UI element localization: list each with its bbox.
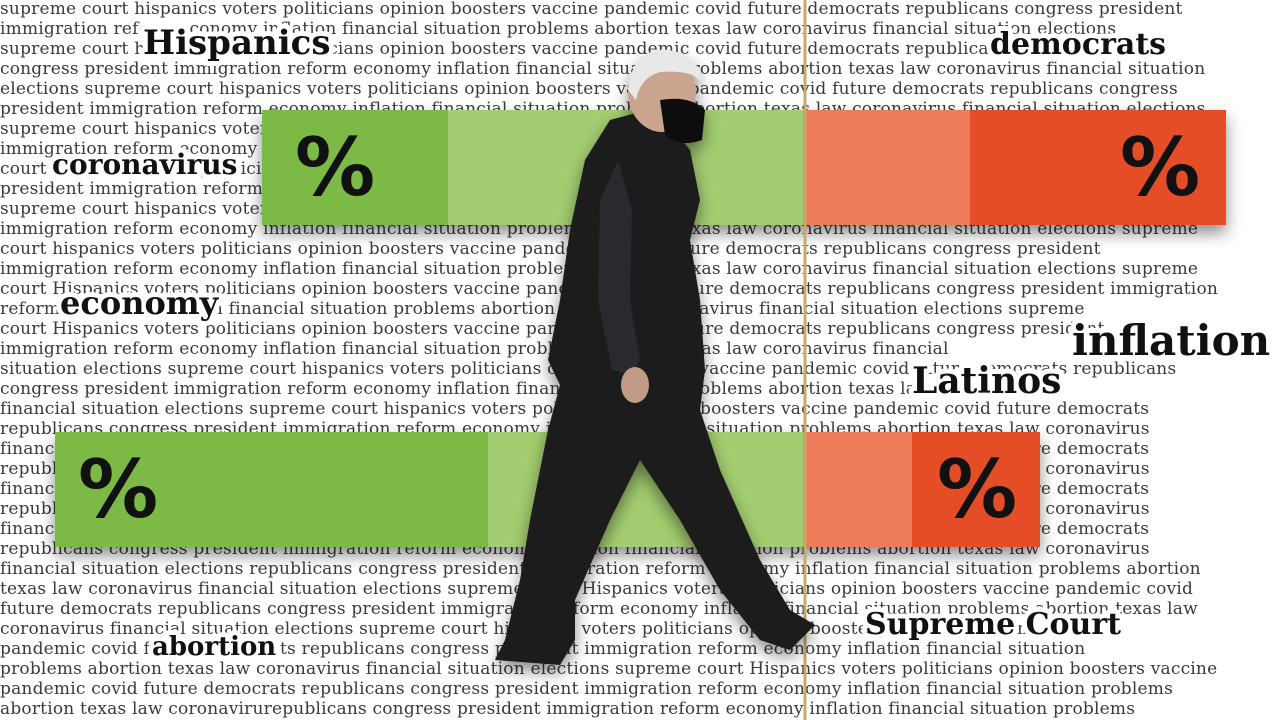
bar-top [262, 110, 1226, 225]
keyword: economy [60, 284, 220, 322]
percent-label: % [937, 443, 1017, 536]
background-line: texas law coronavirus financial situatio… [0, 579, 1193, 599]
segment [262, 110, 448, 225]
background-line: future democrats republicans congress pr… [0, 599, 1198, 619]
keyword: Latinos [912, 360, 1061, 402]
background-line: abortion texas law coronavirurepublicans… [0, 699, 1135, 719]
keyword: coronavirus [52, 148, 237, 181]
background-line: supreme court hispanics voters politicia… [0, 39, 1009, 59]
background-line: immigration reform economy inflation fin… [0, 19, 1116, 39]
keyword: abortion [152, 632, 276, 662]
keywords: Hispanics democrats coronavirus economy infl… [47, 18, 1275, 667]
background-line: elections supreme court hispanics voters… [0, 79, 1178, 99]
background-line: court Hispanics voters politicians opini… [0, 319, 1105, 339]
background-line: supreme court hispanics voters politicia… [0, 0, 1183, 19]
segment [912, 432, 1040, 547]
segment [803, 432, 912, 547]
background-line: court hispanics voters politicians opini… [0, 239, 1101, 259]
keyword: inflation [1072, 316, 1270, 365]
background-line: congress president immigration reform ec… [0, 59, 1205, 79]
background-line: immigration reform economy inflation fin… [0, 339, 949, 359]
keyword: Hispanics [143, 23, 330, 63]
percent-label: % [295, 121, 375, 214]
segment [55, 432, 488, 547]
background-line: congress president immigration reform ec… [0, 379, 1041, 399]
background-line: reform economy inflation financial situa… [0, 299, 1085, 319]
background-line: problems abortion texas law coronavirus … [0, 659, 1217, 679]
background-line: financial situation elections republican… [0, 559, 1201, 579]
keyword: democrats [990, 27, 1166, 62]
percent-label: % [78, 443, 158, 536]
keyword: Supreme Court [865, 607, 1121, 642]
segment [970, 110, 1226, 225]
background-line: pandemic covid future democrats republic… [0, 679, 1173, 699]
percent-label: % [1120, 121, 1200, 214]
walking-figure [495, 49, 815, 665]
percent-labels: %%%% [78, 121, 1200, 536]
segment [803, 110, 970, 225]
